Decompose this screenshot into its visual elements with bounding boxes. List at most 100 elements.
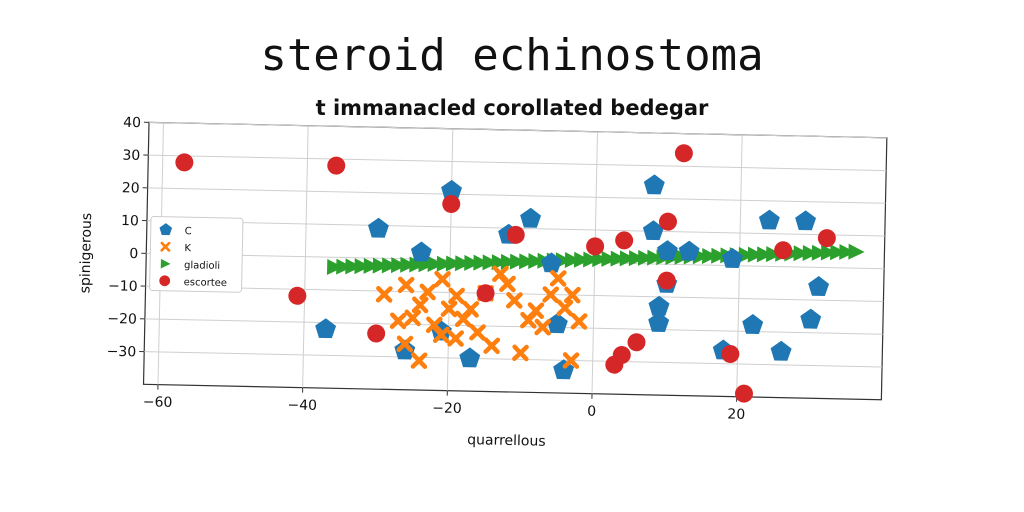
- x-tick-label: −40: [287, 397, 317, 414]
- data-point-gladioli: [628, 250, 645, 267]
- y-tick-label: −20: [107, 311, 137, 328]
- data-point-c: [540, 252, 562, 273]
- data-point-c: [394, 339, 416, 360]
- data-point-gladioli: [793, 245, 810, 262]
- data-point-escortee: [721, 345, 740, 364]
- y-tick-label: 40: [123, 115, 141, 131]
- data-point-gladioli: [482, 254, 499, 271]
- data-point-c: [643, 174, 665, 195]
- data-point-k: [549, 269, 567, 287]
- data-point-k: [447, 330, 465, 347]
- y-grid-line: [144, 318, 883, 335]
- legend-label-c: C: [185, 226, 192, 237]
- data-point-gladioli: [564, 251, 581, 268]
- data-point-c: [410, 241, 432, 262]
- data-point-k: [404, 309, 422, 327]
- data-point-k: [375, 285, 393, 303]
- data-point-c: [441, 179, 463, 200]
- data-point-gladioli: [372, 257, 389, 274]
- x-tick-label: −20: [432, 400, 462, 417]
- legend-box: [149, 215, 244, 293]
- data-point-gladioli: [573, 251, 591, 268]
- y-grid-line: [145, 285, 884, 303]
- data-point-escortee: [658, 212, 677, 231]
- data-point-gladioli: [436, 255, 453, 272]
- data-point-gladioli: [830, 244, 847, 261]
- data-point-gladioli: [345, 258, 362, 275]
- data-point-k: [410, 352, 428, 369]
- data-point-k: [542, 286, 560, 303]
- data-point-c: [648, 295, 670, 316]
- y-tick-label: 0: [129, 246, 138, 262]
- data-point-gladioli: [766, 246, 783, 263]
- data-point-c: [678, 240, 700, 261]
- data-point-gladioli: [528, 253, 545, 270]
- data-point-escortee: [586, 237, 605, 256]
- y-grid-line: [147, 187, 886, 204]
- data-point-gladioli: [756, 246, 774, 263]
- data-point-gladioli: [701, 247, 719, 264]
- legend-marker-k: [160, 241, 171, 252]
- data-point-gladioli: [747, 246, 764, 263]
- data-point-k: [396, 335, 414, 353]
- data-point-k: [397, 276, 415, 294]
- data-point-gladioli: [519, 253, 536, 270]
- data-point-escortee: [367, 324, 386, 343]
- data-point-k: [419, 283, 437, 301]
- data-point-gladioli: [619, 250, 636, 267]
- y-tick-label: −10: [108, 278, 138, 295]
- data-point-escortee: [612, 346, 631, 365]
- data-point-escortee: [615, 231, 634, 250]
- data-point-c: [742, 313, 764, 334]
- data-point-gladioli: [354, 258, 371, 275]
- data-point-gladioli: [400, 256, 417, 273]
- data-point-c: [315, 318, 337, 339]
- data-point-gladioli: [381, 257, 399, 274]
- data-point-k: [483, 337, 501, 355]
- data-point-escortee: [657, 271, 676, 290]
- chart-title: steroid echinostoma: [260, 30, 764, 81]
- data-point-gladioli: [647, 249, 664, 266]
- x-tick-label: −60: [143, 394, 173, 411]
- data-point-c: [520, 207, 542, 228]
- data-point-gladioli: [427, 256, 444, 273]
- data-point-gladioli: [500, 253, 517, 270]
- data-point-k: [527, 302, 545, 320]
- data-point-k: [505, 291, 523, 309]
- data-point-gladioli: [711, 247, 728, 264]
- data-point-c: [546, 313, 568, 334]
- x-axis-label: quarrellous: [467, 432, 546, 450]
- data-point-k: [534, 318, 552, 336]
- data-point-escortee: [476, 284, 495, 303]
- y-grid-line: [149, 121, 887, 139]
- legend-marker-c: [159, 223, 173, 236]
- data-point-c: [758, 209, 780, 230]
- data-marks: [175, 144, 865, 403]
- data-point-c: [459, 347, 481, 368]
- data-point-k: [448, 287, 465, 305]
- data-point-k: [440, 300, 458, 318]
- data-point-escortee: [627, 333, 646, 352]
- data-point-gladioli: [738, 246, 755, 263]
- data-point-gladioli: [363, 257, 380, 274]
- data-point-c: [642, 220, 664, 241]
- legend-label-k: K: [184, 243, 191, 254]
- data-point-escortee: [506, 225, 525, 244]
- legend-label-escortee: escortee: [184, 277, 228, 289]
- data-point-gladioli: [583, 251, 600, 268]
- data-point-c: [800, 308, 822, 329]
- legend-marker-gladioli: [160, 258, 171, 269]
- data-point-gladioli: [848, 243, 865, 260]
- data-point-escortee: [734, 384, 753, 403]
- data-point-gladioli: [601, 250, 618, 267]
- axis-ticks: −60 −40 −20 0 20 −30 −20 −10 0 10 20 30 40: [106, 115, 745, 423]
- data-point-k: [434, 270, 451, 288]
- data-point-escortee: [288, 286, 307, 305]
- data-point-gladioli: [336, 258, 353, 275]
- data-point-escortee: [442, 195, 461, 214]
- data-point-gladioli: [820, 244, 838, 261]
- data-point-c: [808, 276, 830, 297]
- data-point-k: [570, 312, 588, 330]
